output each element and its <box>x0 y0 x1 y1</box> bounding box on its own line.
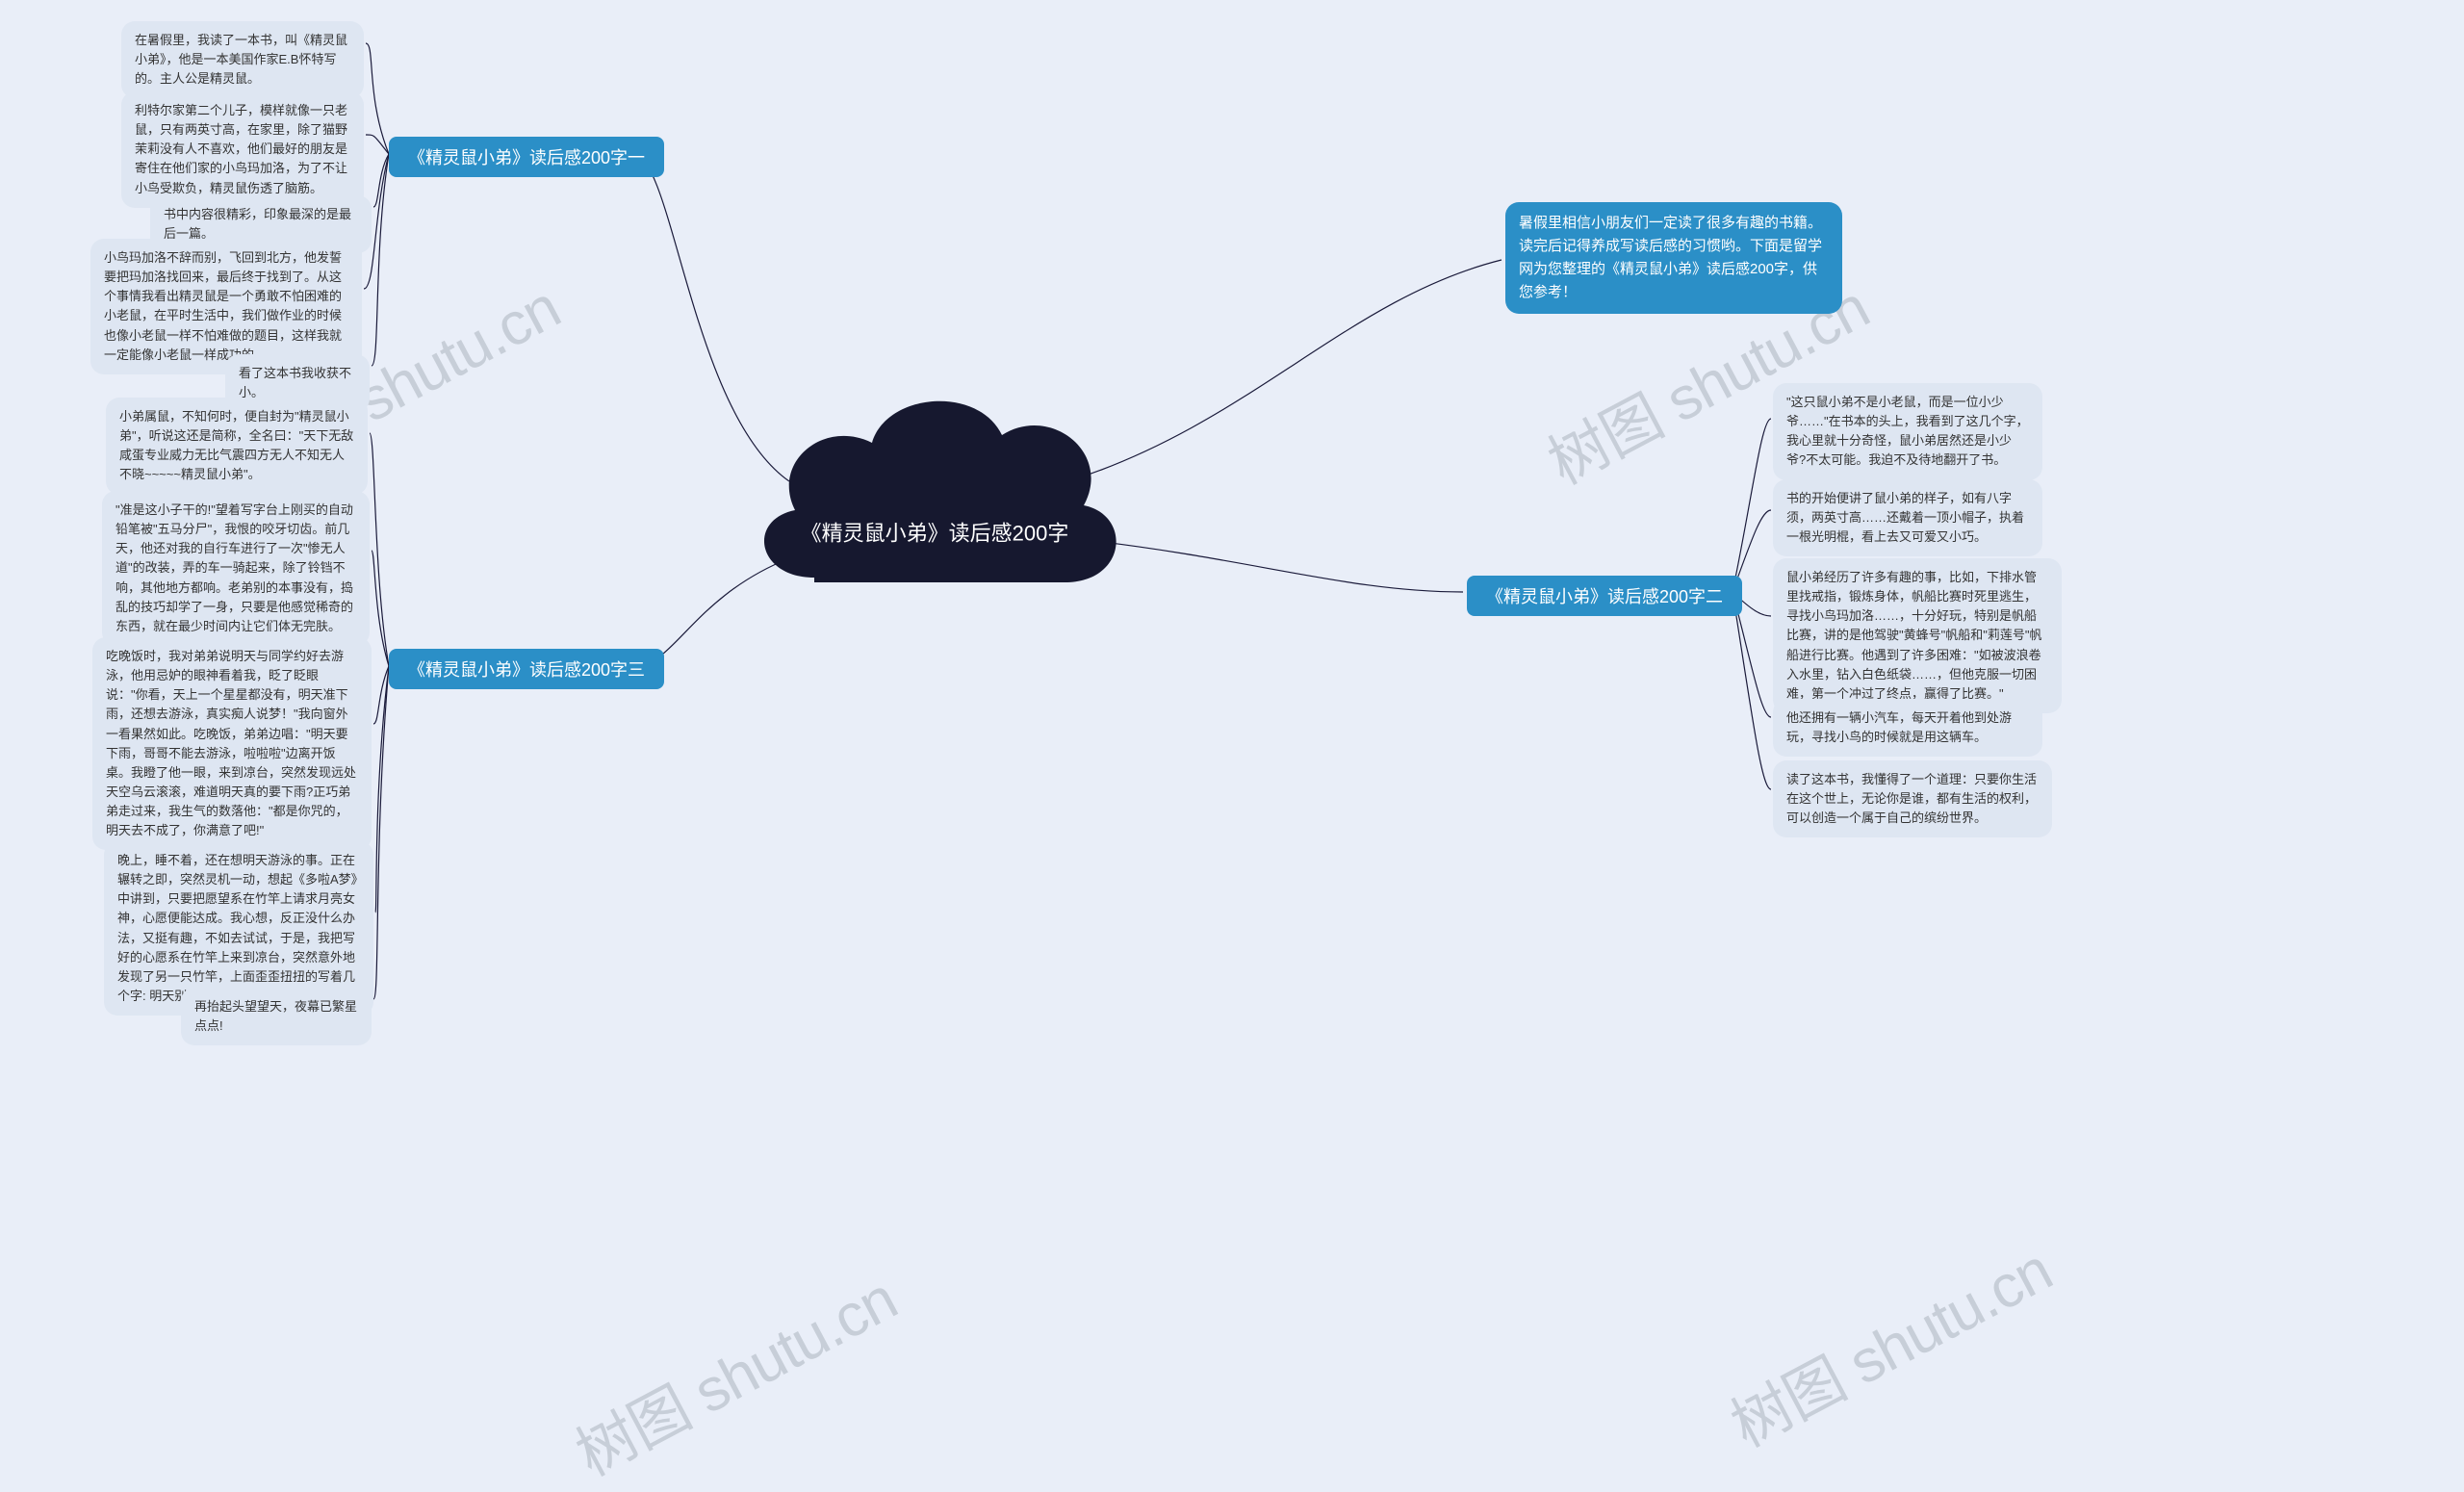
leaf-two-3: 他还拥有一辆小汽车，每天开着他到处游玩，寻找小鸟的时候就是用这辆车。 <box>1773 699 2042 757</box>
leaf-three-0: 小弟属鼠，不知何时，便自封为"精灵鼠小弟"，听说这还是简称，全名曰："天下无敌咸… <box>106 398 368 495</box>
branch-two: 《精灵鼠小弟》读后感200字二 <box>1467 576 1742 616</box>
watermark: 树图 shutu.cn <box>1713 1222 2064 1464</box>
watermark: 树图 shutu.cn <box>558 1251 909 1492</box>
intro-node: 暑假里相信小朋友们一定读了很多有趣的书籍。读完后记得养成写读后感的习惯哟。下面是… <box>1505 202 1842 314</box>
center-title: 《精灵鼠小弟》读后感200字 <box>800 518 1069 550</box>
branch-one: 《精灵鼠小弟》读后感200字一 <box>389 137 664 177</box>
branch-two-label: 《精灵鼠小弟》读后感200字二 <box>1486 587 1723 606</box>
leaf-one-1: 利特尔家第二个儿子，模样就像一只老鼠，只有两英寸高，在家里，除了猫野茉莉没有人不… <box>121 91 364 208</box>
branch-one-label: 《精灵鼠小弟》读后感200字一 <box>408 148 645 167</box>
center-node: 《精灵鼠小弟》读后感200字 <box>728 366 1142 655</box>
branch-three: 《精灵鼠小弟》读后感200字三 <box>389 649 664 689</box>
leaf-two-4: 读了这本书，我懂得了一个道理：只要你生活在这个世上，无论你是谁，都有生活的权利，… <box>1773 760 2052 837</box>
branch-three-label: 《精灵鼠小弟》读后感200字三 <box>408 660 645 680</box>
leaf-one-0: 在暑假里，我读了一本书，叫《精灵鼠小弟》，他是一本美国作家E.B怀特写的。主人公… <box>121 21 364 98</box>
leaf-two-0: "这只鼠小弟不是小老鼠，而是一位小少爷……"在书本的头上，我看到了这几个字，我心… <box>1773 383 2042 480</box>
leaf-three-4: 再抬起头望望天，夜幕已繁星点点! <box>181 988 372 1045</box>
leaf-two-1: 书的开始便讲了鼠小弟的样子，如有八字须，两英寸高……还戴着一顶小帽子，执着一根光… <box>1773 479 2042 556</box>
leaf-three-1: "准是这小子干的!"望着写字台上刚买的自动铅笔被"五马分尸"，我恨的咬牙切齿。前… <box>102 491 370 646</box>
leaf-three-2: 吃晚饭时，我对弟弟说明天与同学约好去游泳，他用忌妒的眼神看着我，眨了眨眼说："你… <box>92 637 372 850</box>
leaf-two-2: 鼠小弟经历了许多有趣的事，比如，下排水管里找戒指，锻炼身体，帆船比赛时死里逃生，… <box>1773 558 2062 713</box>
